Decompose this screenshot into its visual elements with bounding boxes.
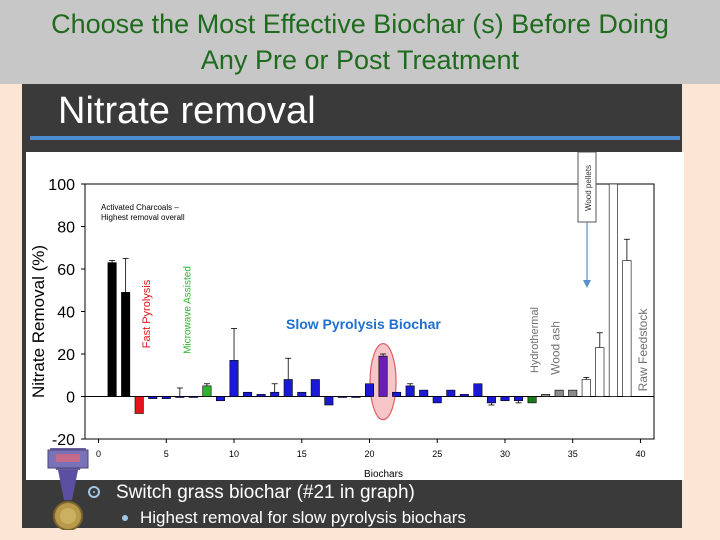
bar-10 bbox=[229, 360, 239, 397]
bar-31 bbox=[514, 396, 524, 402]
bar-23 bbox=[405, 385, 415, 397]
title-band bbox=[0, 0, 720, 84]
y-tick-label: 40 bbox=[57, 305, 75, 322]
bar-16 bbox=[310, 379, 320, 397]
bar-15 bbox=[297, 391, 307, 397]
bullet-switch-grass: Switch grass biochar (#21 in graph) bbox=[116, 482, 415, 503]
chart-area: -20 0 20 40 60 80 100 0 5 10 15 20 25 30 35 40 Biochars N… bbox=[26, 151, 684, 480]
bar-35 bbox=[568, 389, 578, 397]
bar-36 bbox=[581, 379, 591, 397]
bar-30 bbox=[500, 396, 510, 402]
slide-title: Choose the Most Effective Biochar (s) Be… bbox=[51, 9, 669, 75]
bar-29 bbox=[486, 396, 496, 404]
x-tick-label: 35 bbox=[568, 449, 578, 459]
bar-19 bbox=[351, 396, 361, 398]
bar-34 bbox=[554, 389, 564, 397]
x-tick-label: 30 bbox=[500, 449, 510, 459]
panel-title-underline bbox=[30, 136, 680, 140]
bar-17 bbox=[324, 396, 334, 406]
bar-22 bbox=[392, 391, 402, 397]
y-tick-label: 0 bbox=[66, 390, 75, 407]
bar-5 bbox=[161, 396, 171, 399]
y-tick-label: 20 bbox=[57, 347, 75, 364]
annotation-fast-pyrolysis: Fast Pyrolysis bbox=[141, 279, 153, 348]
annotation-activated-line: Activated Charcoals – bbox=[101, 203, 179, 212]
nitrate-removal-chart: -20 0 20 40 60 80 100 0 5 10 15 20 25 30 35 40 Biochars N… bbox=[29, 151, 655, 480]
annotation-slow-pyrolysis: Slow Pyrolysis Biochar bbox=[286, 316, 441, 332]
x-tick-label: 20 bbox=[364, 449, 374, 459]
bar-13 bbox=[270, 391, 280, 397]
bar-4 bbox=[148, 396, 158, 399]
bar-26 bbox=[446, 389, 456, 397]
x-tick-label: 5 bbox=[164, 449, 169, 459]
bar-1 bbox=[107, 262, 117, 397]
bullet-dot-icon bbox=[122, 515, 128, 521]
annotation-microwave: Microwave Assisted bbox=[183, 266, 194, 354]
y-tick-label: 80 bbox=[57, 220, 75, 237]
bar-27 bbox=[459, 394, 469, 397]
bar-32 bbox=[527, 396, 537, 404]
bar-20 bbox=[365, 383, 374, 397]
x-tick-label: 0 bbox=[96, 449, 101, 459]
y-tick-label: -20 bbox=[52, 432, 75, 449]
bar-33 bbox=[541, 394, 551, 397]
bullet-highest-removal: Highest removal for slow pyrolysis bioch… bbox=[140, 508, 466, 527]
x-tick-label: 40 bbox=[635, 449, 645, 459]
bar-24 bbox=[419, 389, 429, 397]
bar-37 bbox=[595, 347, 605, 397]
bar-14 bbox=[283, 379, 293, 397]
bar-28 bbox=[473, 383, 483, 397]
x-axis-label: Biochars bbox=[364, 469, 403, 480]
annotation-raw-feedstock: Raw Feedstock bbox=[636, 308, 650, 392]
bar-21 bbox=[378, 355, 388, 397]
bar-18 bbox=[337, 396, 347, 398]
annotation-activated-line: Highest removal overall bbox=[101, 213, 185, 222]
bar-7 bbox=[188, 396, 198, 398]
y-tick-label: 60 bbox=[57, 262, 75, 279]
bar-6 bbox=[175, 396, 185, 398]
bar-8 bbox=[202, 385, 212, 397]
wood-pellets-arrowhead bbox=[583, 280, 591, 288]
x-tick-label: 10 bbox=[229, 449, 239, 459]
bar-9 bbox=[215, 396, 225, 402]
bar-25 bbox=[432, 396, 442, 404]
bar-39 bbox=[622, 260, 632, 397]
annotation-wood-pellets: Wood pellets bbox=[584, 165, 593, 211]
medal-icon bbox=[44, 448, 92, 535]
y-axis-label: Nitrate Removal (%) bbox=[29, 245, 48, 398]
plot-frame bbox=[84, 183, 655, 440]
y-tick-label: 100 bbox=[48, 177, 75, 194]
x-tick-label: 15 bbox=[297, 449, 307, 459]
annotation-wood-ash: Wood ash bbox=[548, 321, 562, 375]
annotation-activated: Activated Charcoals – Highest removal ove… bbox=[101, 203, 185, 222]
bar-11 bbox=[243, 391, 253, 397]
bar-12 bbox=[256, 394, 266, 397]
bar-38 bbox=[608, 183, 618, 397]
x-tick-label: 25 bbox=[432, 449, 442, 459]
bar-2 bbox=[121, 292, 131, 397]
bullet-ring-icon bbox=[88, 486, 100, 498]
bar-3 bbox=[134, 396, 144, 414]
panel-title: Nitrate removal bbox=[58, 90, 316, 132]
annotation-hydrothermal: Hydrothermal bbox=[529, 307, 541, 373]
